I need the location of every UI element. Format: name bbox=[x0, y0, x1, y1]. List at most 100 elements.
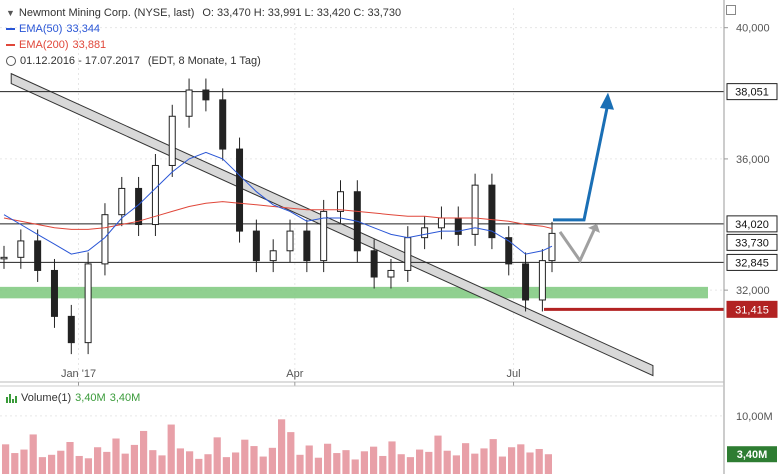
level-lines bbox=[0, 91, 724, 311]
volume-bar bbox=[268, 447, 276, 474]
ema200-swatch-icon bbox=[6, 44, 15, 46]
volume-bar bbox=[342, 450, 350, 474]
volume-bar bbox=[351, 459, 359, 474]
volume-bar bbox=[314, 457, 322, 474]
scenario-arrow-line bbox=[558, 227, 597, 264]
candle-body bbox=[437, 217, 445, 229]
volume-bar bbox=[158, 455, 166, 474]
volume-last-tag bbox=[727, 446, 777, 463]
volume-bar bbox=[333, 453, 341, 474]
candle-body bbox=[505, 237, 513, 265]
volume-bar bbox=[443, 450, 451, 474]
x-tick-label: Apr bbox=[286, 368, 303, 380]
candle-body bbox=[202, 89, 210, 101]
price-tag-31,415 bbox=[726, 300, 778, 318]
volume-bar bbox=[140, 430, 148, 474]
volume-bar bbox=[186, 451, 194, 474]
volume-bar bbox=[38, 457, 46, 474]
candle-body bbox=[0, 256, 8, 260]
volume-bar bbox=[149, 450, 157, 474]
candle-body bbox=[118, 187, 126, 216]
y-tick-label: 40,000 bbox=[736, 23, 770, 35]
price-tag-label: 33,730 bbox=[735, 237, 769, 249]
x-tick-label: Jan '17 bbox=[61, 368, 96, 380]
candle-body bbox=[50, 269, 58, 317]
candle-body bbox=[488, 184, 496, 239]
volume-bar bbox=[66, 442, 74, 474]
volume-bar bbox=[535, 448, 543, 474]
candle-body bbox=[387, 269, 395, 278]
clock-icon bbox=[6, 56, 16, 66]
volume-bar bbox=[287, 432, 295, 474]
candle-body bbox=[303, 230, 311, 262]
volume-bar bbox=[379, 455, 387, 474]
volume-bar bbox=[489, 439, 497, 474]
volume-bar bbox=[57, 450, 65, 474]
volume-bar bbox=[471, 453, 479, 474]
candle-body bbox=[538, 260, 546, 301]
x-tick-label: Jul bbox=[507, 368, 521, 380]
ema50-swatch-icon bbox=[6, 28, 15, 30]
candle-body bbox=[185, 89, 193, 117]
chevron-down-icon[interactable]: ▼ bbox=[6, 8, 15, 18]
volume-bar bbox=[259, 456, 267, 474]
volume-bar bbox=[517, 444, 525, 474]
volume-bar bbox=[222, 457, 230, 474]
candle-body bbox=[67, 315, 75, 344]
y-axis: 40,000 36,000 32,000 bbox=[723, 0, 770, 474]
volume-value-2: 3,40M bbox=[109, 392, 141, 404]
ema200-line bbox=[3, 201, 553, 230]
price-tag-label: 31,415 bbox=[735, 304, 769, 316]
volume-bar bbox=[241, 439, 249, 474]
volume-bar bbox=[20, 449, 28, 474]
volume-legend: Volume(1) 3,40M 3,40M bbox=[6, 392, 140, 404]
price-tag-label: 34,020 bbox=[735, 219, 769, 231]
volume-bar bbox=[232, 452, 240, 474]
candle-body bbox=[269, 250, 277, 262]
volume-bar bbox=[11, 453, 19, 474]
volume-tick-label: 10,00M bbox=[736, 411, 773, 423]
volume-bar bbox=[406, 457, 414, 474]
volume-bar bbox=[278, 419, 286, 474]
price-tag-33,730 bbox=[726, 233, 778, 251]
candle-body bbox=[336, 191, 344, 212]
y-tick-label: 32,000 bbox=[736, 285, 770, 297]
candle-body bbox=[404, 237, 412, 271]
candle-body bbox=[320, 210, 328, 262]
candle-body bbox=[454, 217, 462, 235]
chart-legend: ▼ Newmont Mining Corp. (NYSE, last) O: 3… bbox=[6, 5, 401, 69]
volume-bar bbox=[370, 446, 378, 474]
candle-body bbox=[522, 263, 530, 301]
x-axis: Jan '17 Apr Jul bbox=[0, 368, 724, 386]
volume-bar bbox=[296, 454, 304, 474]
candle-body bbox=[286, 230, 294, 252]
volume-bar bbox=[103, 451, 111, 474]
candle-body bbox=[421, 227, 429, 239]
volume-bar bbox=[480, 448, 488, 474]
volume-bar bbox=[397, 454, 405, 474]
volume-bar bbox=[305, 445, 313, 474]
price-tag-label: 32,845 bbox=[735, 257, 769, 269]
volume-last-label: 3,40M bbox=[737, 449, 768, 461]
legend-ema50-row[interactable]: EMA(50) 33,344 bbox=[6, 21, 401, 37]
volume-bar bbox=[388, 441, 396, 474]
volume-bar bbox=[250, 446, 258, 474]
price-tag-label: 38,051 bbox=[735, 87, 769, 99]
volume-bars-icon bbox=[6, 393, 17, 403]
volume-bar bbox=[508, 447, 516, 474]
volume-bar bbox=[544, 454, 552, 474]
ema50-line bbox=[3, 151, 553, 255]
price-tag-34,020 bbox=[726, 215, 778, 233]
candles bbox=[0, 78, 556, 355]
legend-ema200-row[interactable]: EMA(200) 33,881 bbox=[6, 37, 401, 53]
maximize-icon[interactable] bbox=[726, 5, 736, 15]
target-arrow-line bbox=[553, 102, 610, 222]
price-tags: 38,051 34,020 33,730 32,845 31,415 bbox=[726, 83, 778, 318]
volume-bar bbox=[84, 458, 92, 474]
y-tick-label: 36,000 bbox=[736, 154, 770, 166]
candle-body bbox=[151, 164, 159, 226]
volume-bar bbox=[452, 455, 460, 474]
candle-body bbox=[471, 184, 479, 235]
candle-body bbox=[548, 232, 556, 262]
